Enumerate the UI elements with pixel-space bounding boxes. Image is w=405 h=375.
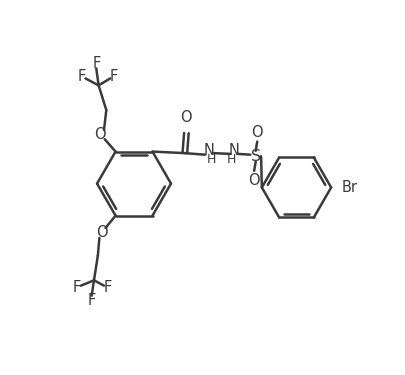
Text: F: F — [73, 280, 81, 296]
Text: H: H — [206, 153, 216, 166]
Text: F: F — [92, 56, 100, 71]
Text: Br: Br — [342, 180, 358, 195]
Text: O: O — [252, 125, 263, 140]
Text: F: F — [110, 69, 118, 84]
Text: F: F — [77, 69, 86, 84]
Text: N: N — [229, 143, 240, 158]
Text: O: O — [181, 110, 192, 125]
Text: O: O — [248, 172, 260, 188]
Text: F: F — [104, 280, 112, 296]
Text: N: N — [204, 142, 215, 158]
Text: S: S — [251, 149, 261, 164]
Text: F: F — [87, 293, 96, 308]
Text: O: O — [94, 127, 106, 142]
Text: O: O — [96, 225, 107, 240]
Text: H: H — [226, 153, 236, 166]
